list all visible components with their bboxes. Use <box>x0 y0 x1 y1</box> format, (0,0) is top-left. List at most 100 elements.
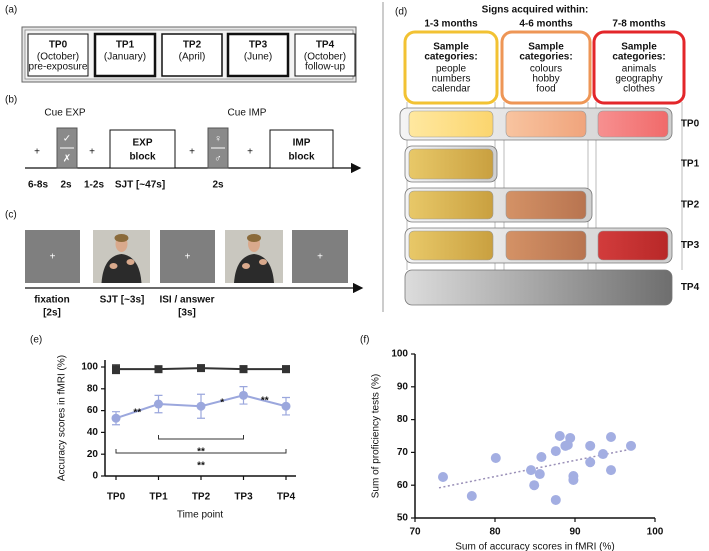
column-header-box <box>500 30 592 105</box>
signer-hair <box>114 234 129 242</box>
panel-label: (c) <box>5 210 17 221</box>
trial-label: fixation <box>34 295 70 306</box>
timepoint-detail: (October) <box>304 52 346 63</box>
y-tick-label: 60 <box>87 405 99 416</box>
y-tick-label: 100 <box>81 362 98 373</box>
sample-item: calendar <box>432 84 471 95</box>
fixation-screen <box>25 230 80 283</box>
sample-item: numbers <box>432 74 471 85</box>
signer-hand <box>126 259 135 265</box>
timepoint-box <box>226 32 290 78</box>
data-point <box>197 364 205 373</box>
significance-label: ** <box>133 408 141 419</box>
data-point <box>466 491 477 502</box>
x-tick-label: 100 <box>647 527 664 538</box>
timepoint-label: TP4 <box>316 40 335 51</box>
fixation-screen <box>160 230 215 283</box>
sample-item: animals <box>622 64 656 75</box>
acquisition-title: Signs acquired within: <box>482 5 589 16</box>
data-point <box>585 440 596 451</box>
x-tick-label: TP4 <box>277 492 296 503</box>
fixation-cross: + <box>189 147 195 158</box>
y-tick-label: 20 <box>87 449 99 460</box>
panel-label: (a) <box>5 5 17 16</box>
sample-item: geography <box>615 74 662 85</box>
fixation-cross: + <box>89 147 95 158</box>
sample-item: people <box>436 64 466 75</box>
trial-label: ISI / answer <box>159 295 214 306</box>
data-point <box>239 365 248 374</box>
block-box <box>109 129 176 169</box>
block-label: block <box>288 152 315 163</box>
y-tick-label: 70 <box>397 447 409 458</box>
block-label: block <box>129 152 156 163</box>
y-axis-label: Sum of proficiency tests (%) <box>371 374 382 498</box>
row-band <box>404 269 673 306</box>
x-tick-label: 90 <box>569 527 581 538</box>
block-box <box>269 129 334 169</box>
x-tick-label: TP1 <box>149 492 168 503</box>
significance-bracket <box>158 435 244 440</box>
timepoint-detail: (June) <box>244 52 272 63</box>
timepoint-label: TP2 <box>183 40 202 51</box>
sample-item: hobby <box>532 74 559 85</box>
block-label: EXP <box>132 138 152 149</box>
row-cell <box>408 110 494 138</box>
data-point <box>536 451 547 462</box>
trial-label: SJT [~3s] <box>100 295 145 306</box>
timepoint-label: TP0 <box>49 40 68 51</box>
row-cell <box>597 230 669 261</box>
fixation-cross: + <box>247 147 253 158</box>
data-point <box>282 365 290 374</box>
block-label: IMP <box>293 138 311 149</box>
row-label: TP3 <box>681 240 700 251</box>
y-tick-label: 60 <box>397 480 409 491</box>
timing-label: 6-8s <box>28 180 48 191</box>
timing-label: 2s <box>60 180 72 191</box>
row-cell <box>408 148 494 180</box>
column-header: 4-6 months <box>519 19 573 30</box>
timepoint-box <box>93 32 157 78</box>
data-point <box>550 446 561 457</box>
column-header-box <box>403 30 499 105</box>
column-header: 7-8 months <box>612 19 666 30</box>
data-point <box>598 449 608 460</box>
trial-label: [3s] <box>178 308 196 319</box>
fixation-cross: + <box>50 252 56 263</box>
timing-label: 2s <box>212 180 224 191</box>
data-point <box>626 440 636 451</box>
timepoint-label: TP3 <box>249 40 268 51</box>
data-point <box>526 465 536 476</box>
x-tick-label: 70 <box>409 527 421 538</box>
timepoint-detail: pre-exposure <box>29 62 88 73</box>
row-cell <box>505 190 587 220</box>
sample-label: categories: <box>612 52 665 63</box>
sample-label: Sample <box>528 42 564 53</box>
data-point <box>281 401 291 411</box>
significance-label: ** <box>261 396 269 407</box>
data-point <box>606 431 616 442</box>
y-tick-label: 100 <box>391 349 408 360</box>
sample-item: clothes <box>623 84 655 95</box>
sample-item: colours <box>530 64 562 75</box>
timing-label: 1-2s <box>84 180 104 191</box>
cue-symbol: ✗ <box>63 154 71 165</box>
data-point <box>154 365 163 374</box>
trial-label: [2s] <box>43 308 61 319</box>
data-point <box>111 413 121 423</box>
signer-hair <box>247 234 261 242</box>
data-point <box>568 474 579 485</box>
cue-label: Cue IMP <box>228 108 267 119</box>
x-axis-label: Sum of accuracy scores in fMRI (%) <box>455 542 614 551</box>
timepoint-box <box>294 33 356 77</box>
y-tick-label: 50 <box>397 513 409 524</box>
data-point <box>490 452 501 463</box>
data-point <box>562 439 573 450</box>
column-header: 1-3 months <box>424 19 478 30</box>
fixation-screen <box>292 230 348 283</box>
timepoint-detail: (April) <box>179 52 206 63</box>
sample-label: categories: <box>424 52 477 63</box>
row-label: TP4 <box>681 282 700 293</box>
y-tick-label: 80 <box>87 383 99 394</box>
timepoint-box <box>27 33 89 77</box>
